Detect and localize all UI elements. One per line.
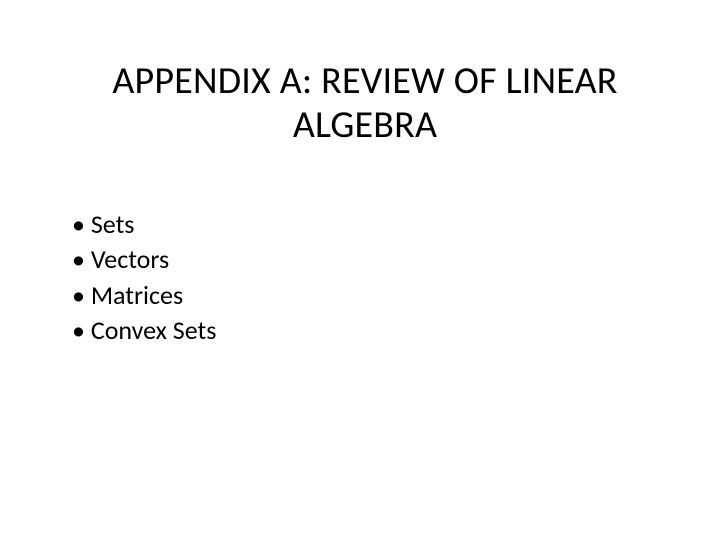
- list-item: Matrices: [72, 278, 660, 313]
- bullet-list: Sets Vectors Matrices Convex Sets: [70, 207, 660, 347]
- list-item: Convex Sets: [72, 313, 660, 348]
- list-item: Sets: [72, 207, 660, 242]
- slide: APPENDIX A: REVIEW OF LINEAR ALGEBRA Set…: [0, 0, 720, 540]
- list-item: Vectors: [72, 242, 660, 277]
- slide-title: APPENDIX A: REVIEW OF LINEAR ALGEBRA: [70, 60, 660, 147]
